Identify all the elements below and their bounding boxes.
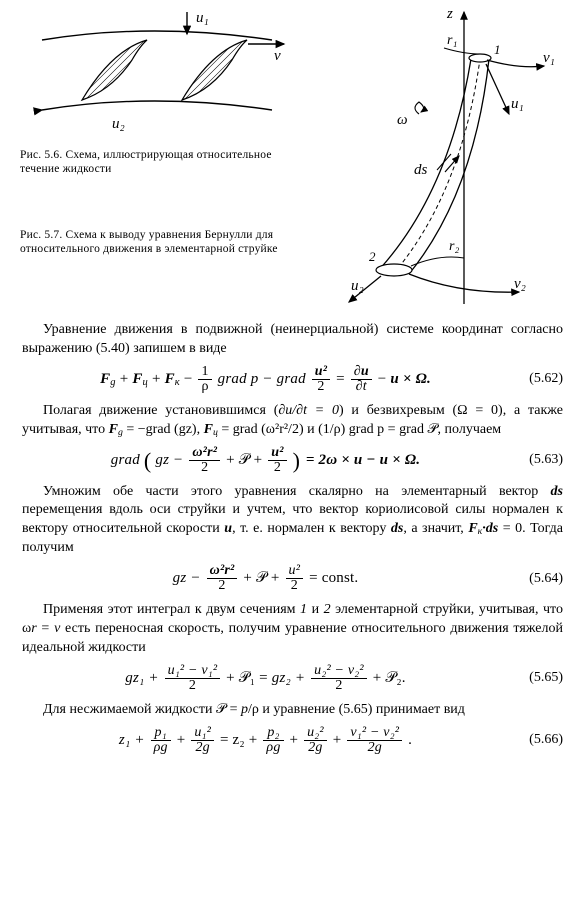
figure-5-6: u₁ v u₂: [12, 10, 292, 140]
equation-5-64: gz − ω²r²2 + 𝒫 + u²2 = const. (5.64): [22, 564, 563, 593]
caption-5-6: Рис. 5.6. Схема, иллюстрирующая относите…: [20, 148, 288, 177]
label-v: v: [274, 48, 281, 64]
label-v2: v₂: [514, 276, 526, 292]
eqnum-5-63: (5.63): [509, 452, 563, 468]
label-1: 1: [494, 42, 501, 57]
equation-5-66: z₁ + p₁ρg + u₁²2g = z₂ + p₂ρg + u₂²2g + …: [22, 726, 563, 755]
label-u2: u₂: [112, 116, 125, 132]
equation-5-63: grad ( gz − ω²r²2 + 𝒫 + u²2 ) = 2ω × u −…: [22, 446, 563, 475]
label-z: z: [446, 6, 453, 22]
figure-5-7: z 1 r₁ 2 r₂ v₁ u₁ v₂: [319, 4, 569, 304]
para-4: Применяя этот интеграл к двум сечениям 1…: [22, 601, 563, 658]
page: u₁ v u₂ z 1 r₁: [0, 0, 585, 783]
eqnum-5-64: (5.64): [509, 571, 563, 587]
eqnum-5-65: (5.65): [509, 670, 563, 686]
para-5: Для несжимаемой жидкости 𝒫 = p/ρ и уравн…: [22, 701, 563, 720]
equation-5-62: Fg + Fц + Fк − 1ρ grad p − grad u²2 = ∂u…: [22, 365, 563, 394]
label-omega: ω: [397, 112, 408, 128]
label-r2: r₂: [449, 239, 459, 254]
label-u1: u₁: [196, 10, 209, 26]
label-r1: r₁: [447, 33, 457, 48]
para-3: Умножим обе части этого уравнения скаляр…: [22, 483, 563, 559]
label-u2b: u₂: [351, 278, 364, 294]
eqnum-5-66: (5.66): [509, 732, 563, 748]
equation-5-65: gz₁ + u₁² − v₁²2 + 𝒫₁ = gz₂ + u₂² − v₂²2…: [22, 664, 563, 693]
para-2: Полагая движение установившимся (∂u/∂t =…: [22, 402, 563, 440]
label-v1: v₁: [543, 50, 555, 66]
label-u1b: u₁: [511, 96, 524, 112]
caption-5-7: Рис. 5.7. Схема к выводу уравнения Берну…: [20, 228, 288, 257]
figure-block: u₁ v u₂ z 1 r₁: [22, 10, 563, 315]
eqnum-5-62: (5.62): [509, 371, 563, 387]
label-2: 2: [369, 249, 376, 264]
label-ds: ds: [414, 162, 428, 178]
para-1: Уравнение движения в подвижной (неинерци…: [22, 321, 563, 359]
